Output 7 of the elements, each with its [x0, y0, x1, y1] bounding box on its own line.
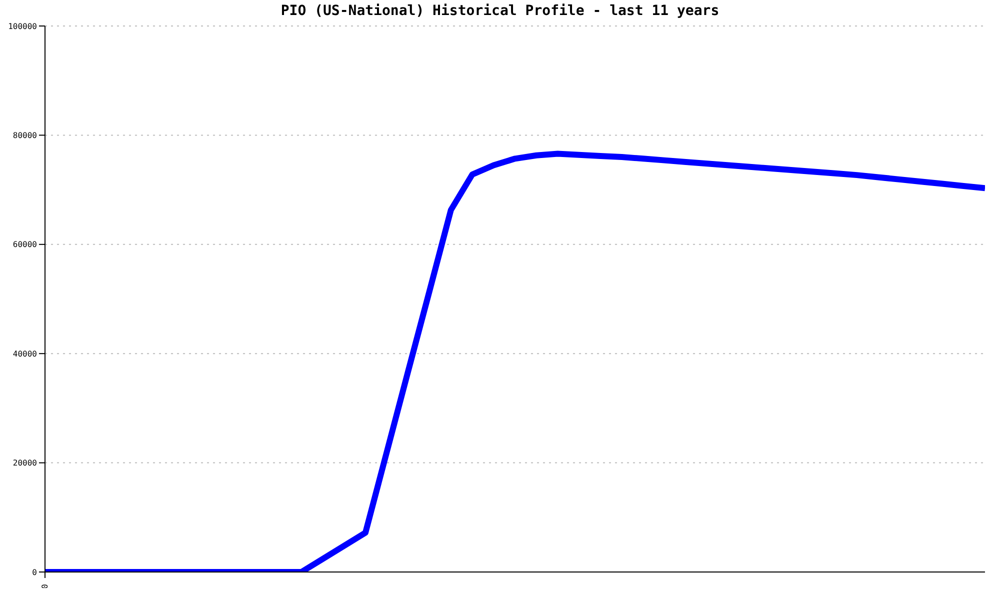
y-tick-label: 40000 — [12, 349, 38, 358]
y-tick-label: 100000 — [8, 22, 38, 31]
y-tick-label: 0 — [32, 568, 38, 577]
chart-title: PIO (US-National) Historical Profile - last 11 years — [280, 3, 720, 19]
y-tick-label: 80000 — [12, 131, 38, 140]
y-tick-label: 20000 — [12, 458, 38, 468]
y-tick-label: 60000 — [12, 240, 38, 250]
